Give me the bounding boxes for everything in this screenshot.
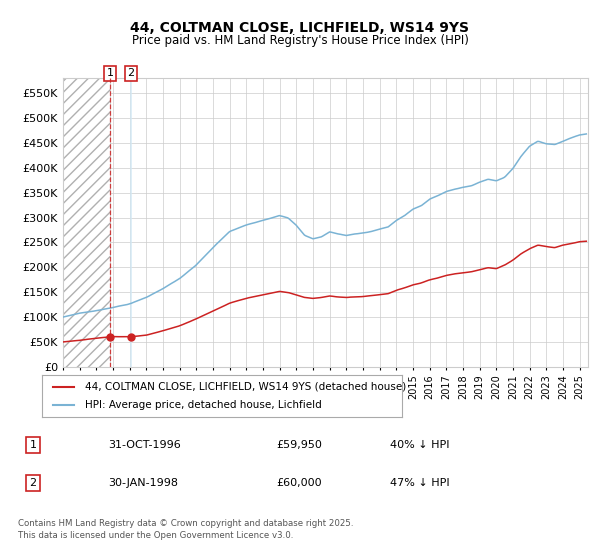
Text: 1: 1 xyxy=(107,68,114,78)
Text: 44, COLTMAN CLOSE, LICHFIELD, WS14 9YS: 44, COLTMAN CLOSE, LICHFIELD, WS14 9YS xyxy=(131,21,470,35)
Text: 1: 1 xyxy=(29,440,37,450)
Bar xyxy=(130,78,133,367)
Text: 44, COLTMAN CLOSE, LICHFIELD, WS14 9YS (detached house): 44, COLTMAN CLOSE, LICHFIELD, WS14 9YS (… xyxy=(85,382,406,392)
Text: 47% ↓ HPI: 47% ↓ HPI xyxy=(390,478,449,488)
Text: Contains HM Land Registry data © Crown copyright and database right 2025.
This d: Contains HM Land Registry data © Crown c… xyxy=(18,519,353,540)
Text: 2: 2 xyxy=(127,68,134,78)
Text: 31-OCT-1996: 31-OCT-1996 xyxy=(108,440,181,450)
Text: 30-JAN-1998: 30-JAN-1998 xyxy=(108,478,178,488)
Text: HPI: Average price, detached house, Lichfield: HPI: Average price, detached house, Lich… xyxy=(85,400,322,410)
Text: Price paid vs. HM Land Registry's House Price Index (HPI): Price paid vs. HM Land Registry's House … xyxy=(131,34,469,46)
Text: 40% ↓ HPI: 40% ↓ HPI xyxy=(390,440,449,450)
Text: £60,000: £60,000 xyxy=(276,478,322,488)
Text: 2: 2 xyxy=(29,478,37,488)
Text: £59,950: £59,950 xyxy=(276,440,322,450)
Bar xyxy=(63,78,110,367)
